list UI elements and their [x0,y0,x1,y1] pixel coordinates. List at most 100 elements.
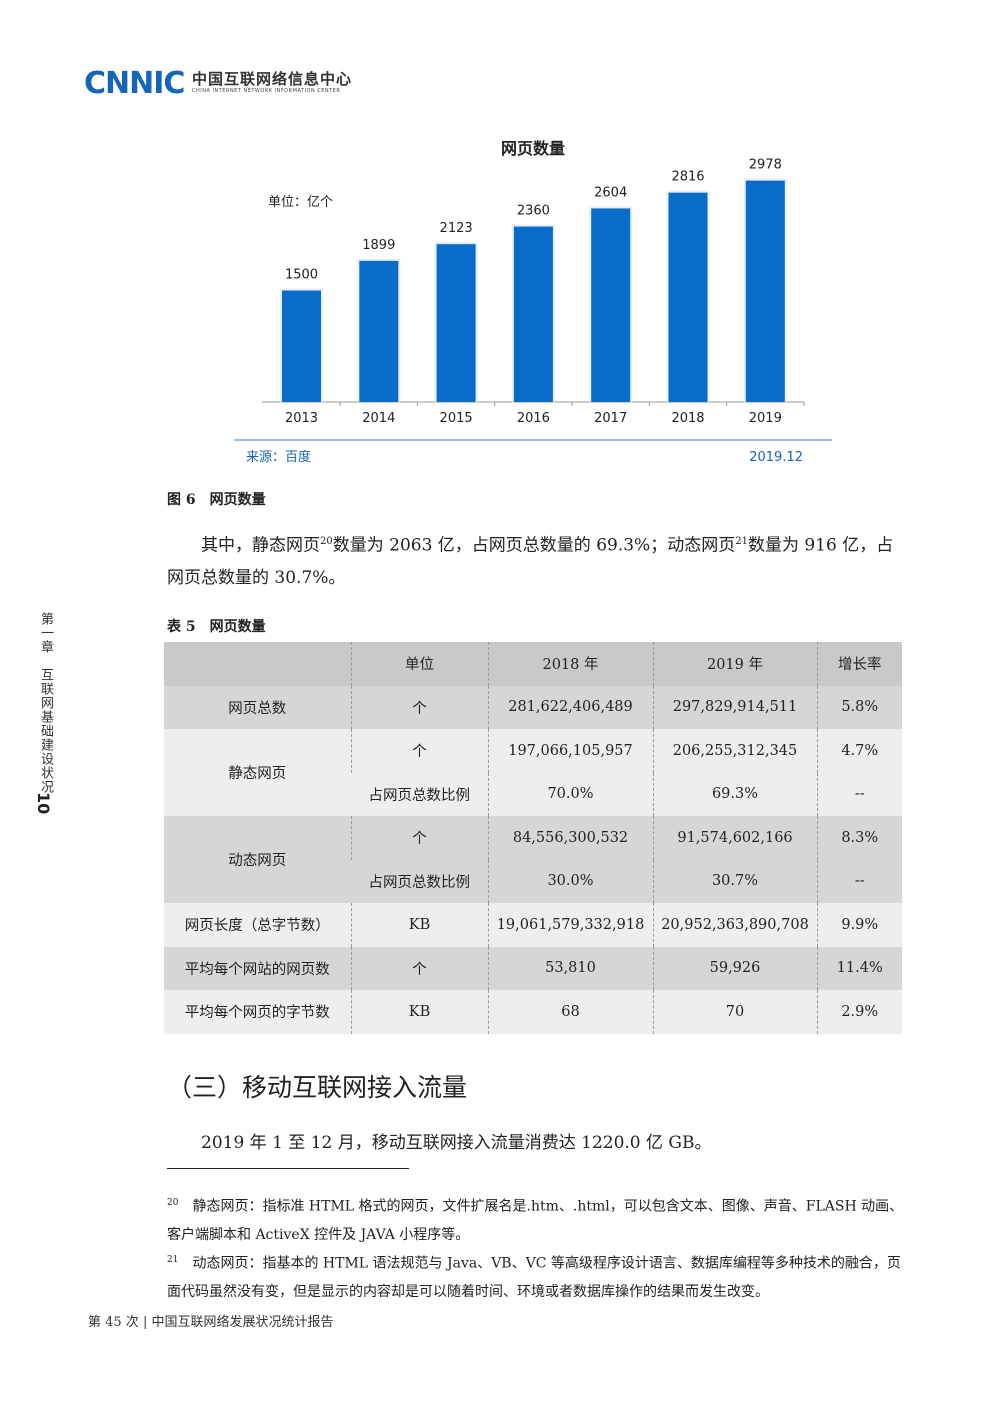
paragraph-mobile-traffic: 2019 年 1 至 12 月，移动互联网接入流量消费达 1220.0 亿 GB… [201,1133,712,1153]
header-cell [164,642,351,686]
table-cell: 网页长度（总字节数） [164,903,351,947]
footnote-number: 20 [167,1198,179,1208]
x-tick-label: 2014 [362,411,395,426]
table-cell: 个 [350,816,488,860]
table-cell: KB [350,903,488,947]
para1-part-b: 数量为 2063 亿，占网页总数量的 69.3%；动态网页 [332,535,736,556]
bar-value-label: 2816 [671,170,704,185]
table-row: 平均每个网页的字节数 KB 68 70 2.9% [164,990,902,1034]
table-cell: 68 [487,990,653,1034]
bar [591,208,631,402]
bar [745,180,785,402]
bar-value-label: 2360 [517,204,550,219]
table-cell: 84,556,300,532 [487,816,653,860]
chart-unit-label: 单位：亿个 [268,195,333,210]
table-row: 网页长度（总字节数） KB 19,061,579,332,918 20,952,… [164,903,902,947]
footnote-divider [167,1168,409,1169]
table-cell: 11.4% [816,946,902,990]
logo-english-name: CHINA INTERNET NETWORK INFORMATION CENTE… [192,88,341,94]
para1-part-a: 其中，静态网页 [201,535,320,556]
row-group-label: 静态网页 [164,729,351,816]
table-cell: 206,255,312,345 [652,729,817,773]
header-cell: 增长率 [816,642,902,686]
table-cell: 59,926 [652,946,817,990]
x-tick-label: 2019 [749,411,782,426]
bar-value-label: 1899 [362,238,395,253]
table-cell: 53,810 [487,946,653,990]
footnote-ref-21: 21 [735,536,748,547]
row-group-label: 动态网页 [164,816,351,903]
bar-value-label: 1500 [285,268,318,283]
footnote-21: 21 动态网页：指基本的 HTML 语法规范与 Java、VB、VC 等高级程序… [167,1246,907,1306]
header-cell: 单位 [350,642,488,686]
x-tick-label: 2015 [440,411,473,426]
table-cell: 20,952,363,890,708 [652,903,817,947]
table-cell: 占网页总数比例 [351,859,488,903]
chart-title: 网页数量 [501,139,565,158]
table-cell: 297,829,914,511 [652,685,817,729]
figure-caption: 图 6 网页数量 [167,492,266,508]
table-cell: KB [350,990,488,1034]
table-caption: 表 5 网页数量 [167,619,266,635]
chart-date: 2019.12 [749,450,803,465]
table-row: 静态网页 个 197,066,105,957 206,255,312,345 4… [164,729,902,816]
table-cell: 70.0% [487,772,653,816]
table-cell: 平均每个网页的字节数 [164,990,351,1034]
table-cell: 197,066,105,957 [487,729,653,773]
footnote-20: 20 静态网页：指标准 HTML 格式的网页，文件扩展名是.htm、.html，… [167,1189,907,1249]
bar [436,244,476,402]
bar [359,260,399,402]
x-tick-label: 2013 [285,411,318,426]
table-cell: 30.7% [652,859,817,903]
table-cell: 占网页总数比例 [351,772,488,816]
logo-mark: CNNIC [84,66,185,101]
chart-source: 来源：百度 [246,449,311,465]
page-footer: 第 45 次 | 中国互联网络发展状况统计报告 [88,1315,334,1330]
bar-value-label: 2978 [749,158,782,173]
table-cell: 30.0% [487,859,653,903]
para1-part-c: 数量为 916 亿，占网页总数量的 30.7%。 [167,535,894,588]
footnote-text: 静态网页：指标准 HTML 格式的网页，文件扩展名是.htm、.html，可以包… [167,1198,904,1243]
bar [513,226,553,402]
footnote-text: 动态网页：指基本的 HTML 语法规范与 Java、VB、VC 等高级程序设计语… [167,1255,901,1300]
table-cell: -- [816,772,902,816]
table-cell: -- [816,859,902,903]
header-cell: 2019 年 [652,642,817,686]
footnote-number: 21 [167,1255,179,1265]
logo-chinese-name: 中国互联网络信息中心 [192,70,353,88]
x-tick-label: 2016 [517,411,550,426]
webpage-data-table: 单位 2018 年 2019 年 增长率 网页总数 个 281,622,406,… [164,642,902,1034]
table-cell: 70 [652,990,817,1034]
table-header-row: 单位 2018 年 2019 年 增长率 [164,642,902,686]
table-cell: 个 [350,729,488,773]
page-number: 10 [34,792,53,815]
bar-value-label: 2123 [440,221,473,236]
table-row: 网页总数 个 281,622,406,489 297,829,914,511 5… [164,685,902,729]
x-tick-label: 2017 [594,411,627,426]
chapter-sidebar: 第一章 互联网基础建设状况 10 [30,612,60,822]
table-cell: 281,622,406,489 [487,685,653,729]
paragraph-static-dynamic: 其中，静态网页20数量为 2063 亿，占网页总数量的 69.3%；动态网页21… [167,526,907,594]
table-cell: 91,574,602,166 [652,816,817,860]
footnote-ref-20: 20 [320,536,333,547]
chapter-title: 第一章 互联网基础建设状况 [38,612,53,794]
bar [668,192,708,402]
webpage-count-chart: 网页数量单位：亿个 1500 2013 1899 2014 2123 2015 2360 201… [230,130,840,475]
table-cell: 个 [350,685,488,729]
cnnic-logo: CNNIC 中国互联网络信息中心 CHINA INTERNET NETWORK … [84,64,384,104]
table-cell: 8.3% [816,816,902,860]
bar [282,290,321,402]
table-cell: 9.9% [816,903,902,947]
table-cell: 5.8% [816,685,902,729]
table-row: 动态网页 个 84,556,300,532 91,574,602,166 8.3… [164,816,902,903]
x-tick-label: 2018 [671,411,704,426]
bar-value-label: 2604 [594,185,627,200]
header-cell: 2018 年 [487,642,653,686]
table-row: 占网页总数比例 70.0% 69.3% -- [164,772,902,816]
section-heading: （三）移动互联网接入流量 [167,1073,468,1102]
table-row: 占网页总数比例 30.0% 30.7% -- [164,859,902,903]
table-cell: 69.3% [652,772,817,816]
table-cell: 网页总数 [164,685,351,729]
table-cell: 4.7% [816,729,902,773]
